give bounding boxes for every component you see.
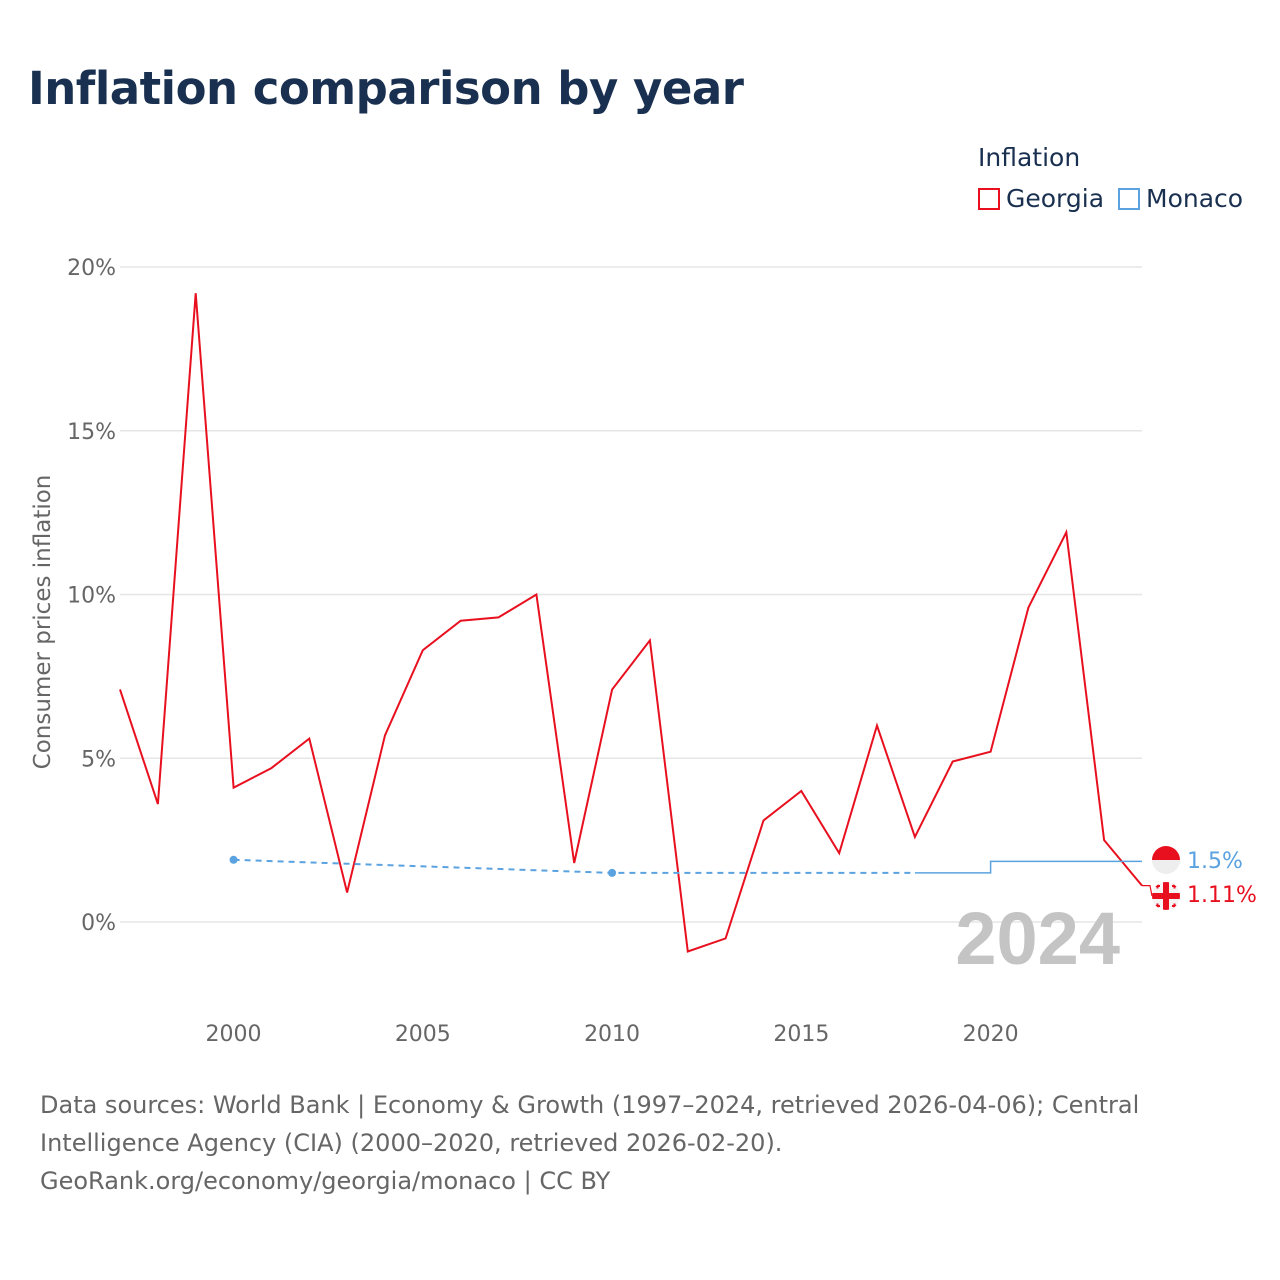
legend-label-monaco: Monaco — [1146, 184, 1244, 213]
georgia-flag-icon — [1152, 882, 1180, 910]
series-line-monaco-step — [914, 860, 1142, 874]
y-tick-label: 0% — [81, 911, 116, 936]
credit-line: GeoRank.org/economy/georgia/monaco | CC … — [40, 1167, 611, 1195]
monaco-flag-icon — [1152, 846, 1180, 874]
legend-swatch-monaco — [1118, 187, 1140, 210]
year-watermark: 2024 — [955, 897, 1120, 980]
point-monaco-2000 — [229, 855, 238, 864]
x-tick-label: 2000 — [206, 1022, 262, 1047]
series-group — [119, 293, 1153, 953]
legend-swatch-georgia — [978, 187, 1000, 210]
x-axis-ticks: 2000 2005 2010 2015 2020 — [206, 1022, 1019, 1047]
legend-item-monaco[interactable]: Monaco — [1118, 184, 1243, 213]
data-sources: Data sources: World Bank | Economy & Gro… — [40, 1091, 1140, 1157]
legend-label-georgia: Georgia — [1006, 184, 1105, 213]
y-tick-label: 10% — [67, 584, 116, 609]
y-axis-label: Consumer prices inflation — [30, 475, 56, 770]
chart-title: Inflation comparison by year — [28, 62, 744, 115]
end-markers: 1.5% 1.11% — [1152, 846, 1257, 910]
x-tick-label: 2020 — [963, 1022, 1019, 1047]
y-tick-label: 15% — [67, 420, 116, 445]
y-axis-ticks: 0% 5% 10% 15% 20% — [67, 256, 116, 936]
gridlines — [120, 266, 1142, 923]
footer: Data sources: World Bank | Economy & Gro… — [40, 1086, 1250, 1200]
point-monaco-2010 — [608, 868, 617, 877]
x-tick-label: 2005 — [395, 1022, 451, 1047]
series-line-georgia — [119, 293, 1143, 953]
y-tick-label: 5% — [81, 747, 116, 772]
line-chart: 0% 5% 10% 15% 20% 2000 2005 2010 2015 2020 Consu… — [30, 256, 1257, 1047]
x-tick-label: 2015 — [773, 1022, 829, 1047]
legend-title: Inflation — [978, 143, 1081, 172]
legend-item-georgia[interactable]: Georgia — [978, 184, 1104, 213]
georgia-leader-line — [1142, 885, 1153, 897]
y-tick-label: 20% — [67, 256, 116, 281]
monaco-end-label: 1.5% — [1187, 849, 1243, 874]
georgia-end-label: 1.11% — [1187, 883, 1257, 908]
x-tick-label: 2010 — [584, 1022, 640, 1047]
